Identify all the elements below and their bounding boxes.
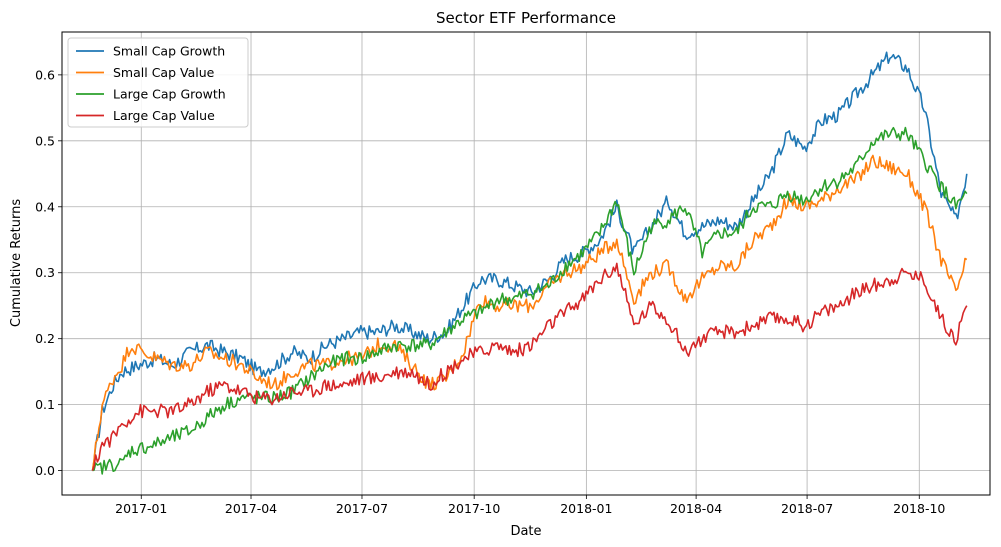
x-tick-label: 2017-07 <box>336 501 388 516</box>
x-tick-label: 2018-10 <box>893 501 945 516</box>
x-tick-label: 2017-01 <box>115 501 167 516</box>
y-tick-label: 0.4 <box>35 199 55 214</box>
series-line-large-cap-growth <box>92 126 968 475</box>
x-tick-label: 2018-07 <box>781 501 833 516</box>
series-line-small-cap-growth <box>91 51 968 471</box>
series-line-small-cap-value <box>91 154 968 471</box>
y-tick-label: 0.5 <box>35 133 55 148</box>
y-axis-title: Cumulative Returns <box>9 199 24 327</box>
legend-label: Large Cap Growth <box>113 87 226 102</box>
grid <box>62 32 990 495</box>
chart-title: Sector ETF Performance <box>436 9 616 27</box>
legend-box <box>67 37 249 128</box>
y-tick-label: 0.0 <box>35 463 55 478</box>
x-tick-label: 2018-01 <box>560 501 612 516</box>
legend-label: Small Cap Value <box>113 65 215 80</box>
x-tick-label: 2017-10 <box>448 501 500 516</box>
series-group <box>91 51 968 475</box>
legend-label: Large Cap Value <box>113 108 215 123</box>
x-tick-label: 2018-04 <box>670 501 722 516</box>
legend-label: Small Cap Growth <box>113 44 225 59</box>
y-tick-label: 0.2 <box>35 331 55 346</box>
y-axis: 0.0 0.1 0.2 0.3 0.4 0.5 0.6 <box>35 67 62 478</box>
y-tick-label: 0.6 <box>35 67 55 82</box>
y-tick-label: 0.3 <box>35 265 55 280</box>
x-axis: 2017-01 2017-04 2017-07 2017-10 2018-01 2018-… <box>115 495 945 516</box>
plot-frame <box>61 31 991 496</box>
x-tick-label: 2017-04 <box>225 501 277 516</box>
x-axis-title: Date <box>510 524 541 539</box>
legend: Small Cap Growth Small Cap Value Large Cap… <box>67 37 249 128</box>
series-line-large-cap-value <box>91 262 968 471</box>
y-tick-label: 0.1 <box>35 397 55 412</box>
